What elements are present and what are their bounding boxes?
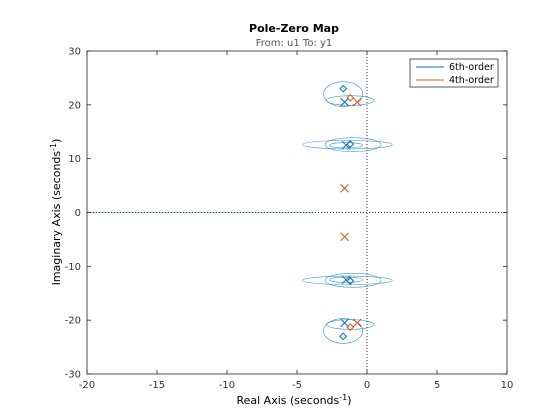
response-trace-loop xyxy=(302,140,393,150)
pole-marker-4th-order xyxy=(340,183,349,193)
chart-subtitle: From: u1 To: y1 xyxy=(256,38,333,49)
y-tick-label: -30 xyxy=(65,370,81,381)
zero-marker-6th-order xyxy=(346,140,355,149)
zero-marker-4th-order xyxy=(346,93,355,102)
response-trace-loop xyxy=(328,276,364,283)
legend-box xyxy=(409,58,499,88)
chart-title: Pole-Zero Map xyxy=(249,22,339,35)
pole-marker-6th-order xyxy=(340,97,349,107)
pole-marker-4th-order xyxy=(352,318,362,328)
response-trace-loop xyxy=(324,273,382,288)
zero-marker-6th-order xyxy=(346,276,355,285)
legend[interactable]: 6th-order 4th-order xyxy=(409,58,499,88)
y-tick-label: -10 xyxy=(65,262,81,273)
pole-marker-stroke xyxy=(340,183,349,193)
zero-marker-4th-order xyxy=(346,323,355,332)
y-tick-label: -20 xyxy=(65,316,81,327)
x-tick-label: -20 xyxy=(79,380,95,391)
x-tick-label: 10 xyxy=(501,380,514,391)
pole-marker-4th-order xyxy=(340,232,349,242)
legend-label-4th-order: 4th-order xyxy=(449,75,494,86)
x-tick-label: -10 xyxy=(219,380,235,391)
response-trace-loop xyxy=(328,142,364,149)
x-tick-label: 0 xyxy=(364,380,370,391)
response-trace-loop xyxy=(302,275,393,285)
y-tick-label: 10 xyxy=(68,154,81,165)
zero-marker-6th-order xyxy=(339,84,348,93)
response-trace-loop xyxy=(323,318,364,344)
y-tick-label: 20 xyxy=(68,100,81,111)
response-trace-loop xyxy=(323,81,364,107)
pole-marker-stroke xyxy=(341,275,351,285)
pole-marker-6th-order xyxy=(340,318,349,328)
y-tick-label: 0 xyxy=(75,208,81,219)
pole-marker-stroke xyxy=(340,318,349,328)
pole-marker-4th-order xyxy=(352,97,362,107)
x-tick-label: -5 xyxy=(292,380,302,391)
y-axis-label: Imaginary Axis (seconds-1) xyxy=(49,139,63,286)
y-tick-label: 30 xyxy=(68,47,81,58)
x-tick-label: 5 xyxy=(434,380,440,391)
x-axis-label: Real Axis (seconds-1) xyxy=(236,393,351,407)
pole-marker-stroke xyxy=(352,318,362,328)
response-trace-loop xyxy=(324,137,382,152)
zero-marker-6th-order xyxy=(339,332,348,341)
pole-marker-stroke xyxy=(340,232,349,242)
response-trace-loop xyxy=(326,95,375,106)
x-tick-label: -15 xyxy=(149,380,165,391)
response-trace-loop xyxy=(326,319,375,330)
pole-marker-stroke xyxy=(340,97,349,107)
legend-label-6th-order: 6th-order xyxy=(449,62,494,73)
pole-marker-stroke xyxy=(352,97,362,107)
